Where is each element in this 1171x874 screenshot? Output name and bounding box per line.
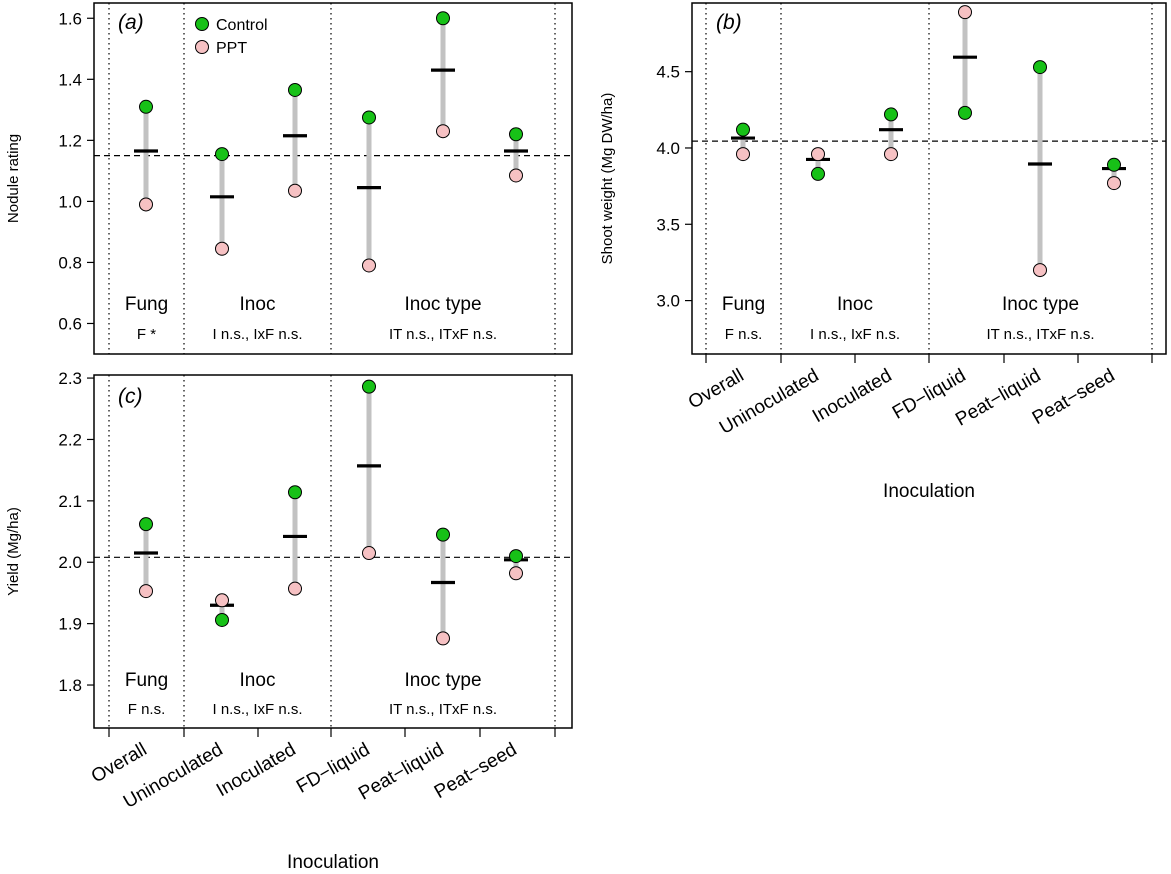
control-point — [958, 105, 972, 120]
ppt-point — [288, 183, 302, 198]
x-axis-title: Inoculation — [287, 852, 379, 873]
y-tick-label: 3.5 — [656, 215, 680, 234]
y-tick-label: 2.0 — [58, 553, 82, 572]
x-category-label: Peat−seed — [1029, 365, 1119, 429]
control-point — [362, 110, 376, 125]
group-stat: IT n.s., ITxF n.s. — [389, 701, 497, 718]
control-point — [139, 517, 153, 532]
y-tick-label: 1.9 — [58, 615, 82, 634]
group-stat: IT n.s., ITxF n.s. — [389, 326, 497, 343]
y-tick-label: 1.6 — [58, 9, 82, 28]
ppt-point — [509, 566, 523, 581]
group-stat: F n.s. — [128, 701, 166, 718]
group-label: Inoc type — [404, 294, 481, 315]
ppt-point — [139, 197, 153, 212]
y-tick-label: 1.4 — [58, 70, 82, 89]
group-stat: I n.s., IxF n.s. — [212, 326, 302, 343]
group-stat: F * — [137, 326, 156, 343]
legend-ppt-label: PPT — [216, 40, 247, 57]
x-category-label: Peat−liquid — [952, 365, 1044, 430]
plot-frame — [93, 374, 573, 729]
group-label: Fung — [125, 294, 168, 315]
x-category-label: Peat−seed — [431, 739, 521, 803]
y-tick-label: 1.0 — [58, 192, 82, 211]
panel-label: (a) — [118, 11, 144, 34]
y-axis-label: Shoot weight (Mg DW/ha) — [599, 93, 616, 265]
group-label: Inoc type — [404, 670, 481, 691]
ppt-point — [139, 584, 153, 599]
control-point — [288, 82, 302, 97]
group-stat: IT n.s., ITxF n.s. — [986, 326, 1094, 343]
group-label: Fung — [125, 670, 168, 691]
group-label: Inoc type — [1002, 294, 1079, 315]
y-tick-label: 4.0 — [656, 139, 680, 158]
x-category-label: Peat−liquid — [355, 739, 447, 804]
control-point — [215, 147, 229, 162]
ppt-point — [1033, 263, 1047, 278]
group-stat: I n.s., IxF n.s. — [810, 326, 900, 343]
ppt-point — [509, 168, 523, 183]
panel-a: 0.6 0.8 1.0 1.2 1.4 1.6 Nodule rating (a) Fung F … — [5, 2, 573, 355]
ppt-point — [436, 124, 450, 139]
y-tick-label: 0.8 — [58, 253, 82, 272]
control-point — [1033, 60, 1047, 75]
control-point — [288, 485, 302, 500]
control-point — [509, 549, 523, 564]
legend-control-marker — [195, 17, 209, 31]
control-point — [362, 379, 376, 394]
control-point — [436, 527, 450, 542]
x-category-label: Inoculated — [213, 739, 299, 801]
x-category-label: Overall — [685, 365, 748, 413]
y-tick-label: 2.2 — [58, 430, 82, 449]
group-stat: I n.s., IxF n.s. — [212, 701, 302, 718]
control-point — [139, 99, 153, 114]
ppt-point — [811, 147, 825, 162]
y-tick-label: 0.6 — [58, 314, 82, 333]
y-tick-label: 2.3 — [58, 369, 82, 388]
legend-control-label: Control — [216, 17, 268, 34]
ppt-point — [1107, 176, 1121, 191]
panel-label: (b) — [716, 11, 742, 34]
control-point — [1107, 157, 1121, 172]
y-tick-label: 3.0 — [656, 292, 680, 311]
control-point — [811, 166, 825, 181]
y-tick-label: 4.5 — [656, 63, 680, 82]
ppt-point — [215, 593, 229, 608]
control-point — [215, 612, 229, 627]
control-point — [436, 11, 450, 26]
y-tick-label: 1.2 — [58, 131, 82, 150]
ppt-point — [958, 5, 972, 20]
panel-label: (c) — [118, 385, 143, 408]
x-category-label: Overall — [88, 739, 151, 787]
ppt-point — [288, 581, 302, 596]
group-label: Inoc — [240, 670, 276, 691]
ppt-point — [436, 631, 450, 646]
y-tick-label: 1.8 — [58, 676, 82, 695]
group-label: Fung — [722, 294, 765, 315]
y-tick-label: 2.1 — [58, 492, 82, 511]
group-label: Inoc — [837, 294, 873, 315]
panel-c: 1.8 1.9 2.0 2.1 2.2 2.3 Yield (Mg/ha) (c) Fung F … — [5, 369, 573, 873]
ppt-point — [362, 258, 376, 273]
control-point — [509, 127, 523, 142]
y-axis-label: Nodule rating — [5, 134, 22, 223]
control-point — [884, 107, 898, 122]
control-point — [736, 122, 750, 137]
ppt-point — [884, 147, 898, 162]
y-axis-label: Yield (Mg/ha) — [5, 507, 22, 596]
ppt-point — [362, 546, 376, 561]
x-category-label: Inoculated — [809, 365, 895, 427]
ppt-point — [215, 241, 229, 256]
plot-frame — [93, 2, 573, 355]
panel-b: 3.0 3.5 4.0 4.5 Shoot weight (Mg DW/ha) (b) Fu… — [599, 2, 1167, 502]
x-axis-title: Inoculation — [883, 481, 975, 502]
group-label: Inoc — [240, 294, 276, 315]
group-stat: F n.s. — [725, 326, 763, 343]
ppt-point — [736, 147, 750, 162]
legend-ppt-marker — [195, 40, 209, 54]
